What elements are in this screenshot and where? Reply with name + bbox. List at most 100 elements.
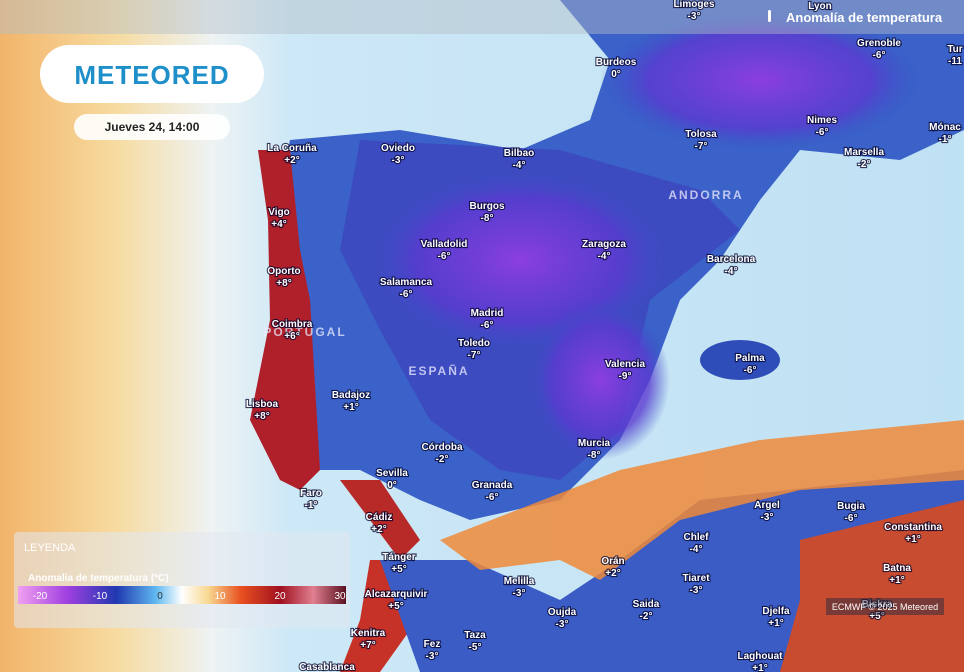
city-anomaly: -6° — [873, 50, 886, 61]
city-anomaly: -11 — [948, 56, 962, 67]
city-anomaly: +5° — [391, 564, 406, 575]
city-anomaly: +2° — [605, 568, 620, 579]
city-anomaly: -8° — [481, 213, 494, 224]
city-name: Limoges — [673, 0, 715, 10]
city-name: Toledo — [458, 338, 490, 349]
city-anomaly: +1° — [768, 618, 783, 629]
region-label: PORTUGAL — [263, 325, 346, 339]
city-name: Badajoz — [332, 390, 370, 401]
city-name: Taza — [464, 630, 486, 641]
legend-tick: 10 — [214, 591, 226, 602]
city-name: Djelfa — [762, 606, 790, 617]
city-name: Oujda — [548, 607, 577, 618]
city-anomaly: -6° — [481, 320, 494, 331]
city-name: Tánger — [382, 552, 415, 563]
city-anomaly: +2° — [371, 524, 386, 535]
city-anomaly: 0° — [611, 69, 621, 80]
city-anomaly: -6° — [486, 492, 499, 503]
credit-box — [826, 598, 944, 615]
city-name: Madrid — [471, 308, 504, 319]
city-name: Laghouat — [738, 651, 784, 662]
city-name: Grenoble — [857, 38, 901, 49]
legend-title: LEYENDA — [24, 542, 76, 554]
city-anomaly: -2° — [436, 454, 449, 465]
city-anomaly: -3° — [392, 155, 405, 166]
city-name: Melilla — [504, 576, 535, 587]
city-name: Zaragoza — [582, 239, 626, 250]
credit: ECMWF © 2025 Meteored — [832, 602, 938, 612]
city-anomaly: -2° — [640, 611, 653, 622]
thermometer-icon — [768, 10, 771, 22]
logo-box — [40, 45, 264, 103]
city-name: Mónac — [929, 122, 961, 133]
city-anomaly: -2° — [858, 159, 871, 170]
city-anomaly: -3° — [690, 585, 703, 596]
city-name: Chlef — [684, 532, 710, 543]
city-anomaly: -3° — [426, 651, 439, 662]
city-anomaly: +8° — [276, 278, 291, 289]
city-anomaly: -6° — [438, 251, 451, 262]
city-name: Burgos — [470, 201, 505, 212]
city-name: Murcia — [578, 438, 611, 449]
city-name: Bilbao — [504, 148, 535, 159]
city-anomaly: -1° — [939, 134, 952, 145]
city-name: Kenitra — [351, 628, 386, 639]
legend-tick: 30 — [334, 591, 346, 602]
city-name: Sevilla — [376, 468, 408, 479]
city-name: Faro — [300, 488, 322, 499]
datetime: Jueves 24, 14:00 — [105, 120, 200, 134]
city-name: Coimbra — [272, 319, 313, 330]
city-name: Fez — [424, 639, 441, 650]
legend-tick: 0 — [157, 591, 163, 602]
city-name: Saida — [633, 599, 660, 610]
city-name: Tolosa — [685, 129, 717, 140]
city-name: Valencia — [605, 359, 645, 370]
city-anomaly: +8° — [254, 411, 269, 422]
city-anomaly: -1° — [305, 500, 318, 511]
city-name: La Coruña — [267, 143, 317, 154]
city-anomaly: -3° — [761, 512, 774, 523]
city-anomaly: +6° — [284, 331, 299, 342]
city-anomaly: +1° — [905, 534, 920, 545]
city-name: Valladolid — [421, 239, 468, 250]
city-name: Batna — [883, 563, 911, 574]
city-name: Cádiz — [366, 512, 393, 523]
city-anomaly: -8° — [588, 450, 601, 461]
city-name: Marsella — [844, 147, 884, 158]
legend-tick: 20 — [274, 591, 286, 602]
city-name: Lisboa — [246, 399, 279, 410]
city-anomaly: +7° — [360, 640, 375, 651]
city-anomaly: -6° — [400, 289, 413, 300]
region-label: ESPAÑA — [408, 363, 469, 378]
city-anomaly: -6° — [845, 513, 858, 524]
legend-subtitle: Anomalía de temperatura (°C) — [28, 573, 169, 584]
city-anomaly: -3° — [513, 588, 526, 599]
city-name: Orán — [601, 556, 624, 567]
logo: METEORED — [74, 60, 229, 90]
region-label: ANDORRA — [668, 188, 743, 202]
city-anomaly: -6° — [744, 365, 757, 376]
city-anomaly: -3° — [688, 11, 701, 22]
city-anomaly: -5° — [469, 642, 482, 653]
city-anomaly: -4° — [513, 160, 526, 171]
city-anomaly: -6° — [816, 127, 829, 138]
city-name: Córdoba — [421, 442, 463, 453]
city-name: Constantina — [884, 522, 942, 533]
city-name: Nimes — [807, 115, 837, 126]
city-name: Tur — [947, 44, 962, 55]
datetime-box — [74, 114, 230, 140]
city-anomaly: -3° — [556, 619, 569, 630]
city-anomaly: +5° — [388, 601, 403, 612]
city-anomaly: +1° — [752, 663, 767, 672]
city-name: Barcelona — [707, 254, 756, 265]
city-anomaly: +4° — [271, 219, 286, 230]
city-name: Bugia — [837, 501, 865, 512]
city-name: Burdeos — [596, 57, 637, 68]
city-anomaly: -7° — [695, 141, 708, 152]
legend-tick: -20 — [33, 591, 48, 602]
city-name: Oporto — [267, 266, 300, 277]
city-name: Granada — [472, 480, 513, 491]
city-anomaly: -4° — [598, 251, 611, 262]
